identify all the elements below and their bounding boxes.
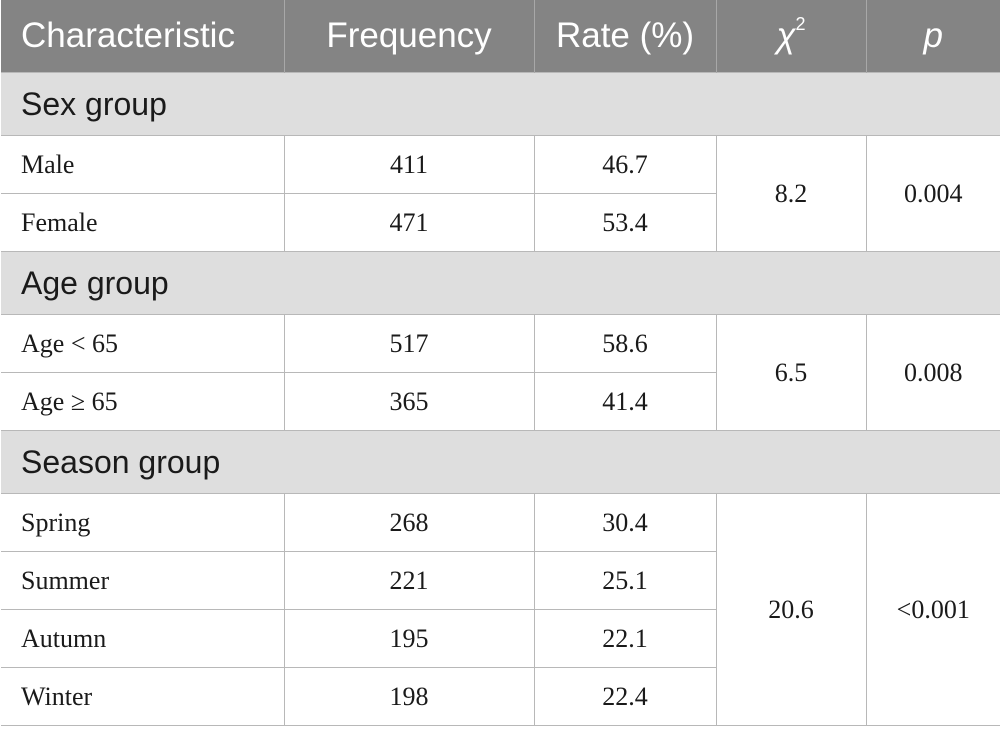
header-chi-square: χ2 — [715, 0, 866, 73]
header-rate: Rate (%) — [533, 0, 716, 73]
rate-cell: 25.1 — [533, 551, 717, 610]
frequency-cell: 365 — [283, 372, 535, 431]
frequency-cell: 195 — [283, 609, 535, 668]
group-title: Age group — [1, 251, 1000, 315]
rate-cell: 46.7 — [533, 135, 717, 194]
rate-cell: 58.6 — [533, 314, 717, 373]
row-label: Summer — [1, 551, 285, 610]
frequency-cell: 268 — [283, 493, 535, 552]
table-row: Summer 221 25.1 — [1, 551, 1000, 610]
frequency-cell: 517 — [283, 314, 535, 373]
table-row: Autumn 195 22.1 — [1, 609, 1000, 668]
group-row-season: Season group — [1, 430, 1000, 494]
chi-square-cell: 8.2 — [715, 135, 867, 252]
rate-cell: 22.4 — [533, 667, 717, 726]
group-title: Season group — [1, 430, 1000, 494]
p-value-cell: 0.008 — [865, 314, 1000, 431]
table-row: Spring 268 30.4 20.6 <0.001 — [1, 493, 1000, 726]
header-frequency: Frequency — [283, 0, 534, 73]
rate-cell: 53.4 — [533, 193, 717, 252]
p-value-cell: 0.004 — [865, 135, 1000, 252]
table-row: Age ≥ 65 365 41.4 — [1, 372, 1000, 431]
row-label: Autumn — [1, 609, 285, 668]
rate-cell: 22.1 — [533, 609, 717, 668]
group-row-age: Age group — [1, 251, 1000, 315]
p-value-cell: <0.001 — [865, 493, 1000, 726]
header-p: p — [865, 0, 1000, 73]
rate-cell: 41.4 — [533, 372, 717, 431]
frequency-cell: 411 — [283, 135, 535, 194]
row-label: Age ≥ 65 — [1, 372, 285, 431]
row-label: Winter — [1, 667, 285, 726]
rate-cell: 30.4 — [533, 493, 717, 552]
table-row: Age < 65 517 58.6 6.5 0.008 — [1, 314, 1000, 431]
characteristics-table: Characteristic Frequency Rate (%) χ2 p S… — [1, 0, 1000, 726]
chi-square-cell: 6.5 — [715, 314, 867, 431]
chi-symbol: χ — [776, 16, 796, 55]
header-characteristic: Characteristic — [1, 0, 284, 73]
header-row: Characteristic Frequency Rate (%) χ2 p — [1, 0, 1000, 73]
row-label: Age < 65 — [1, 314, 285, 373]
table-row: Female 471 53.4 — [1, 193, 1000, 252]
table-row: Male 411 46.7 8.2 0.004 — [1, 135, 1000, 252]
table-row: Winter 198 22.4 — [1, 667, 1000, 726]
frequency-cell: 221 — [283, 551, 535, 610]
chi-square-cell: 20.6 — [715, 493, 867, 726]
row-label: Female — [1, 193, 285, 252]
chi-superscript: 2 — [795, 14, 806, 35]
group-row-sex: Sex group — [1, 72, 1000, 136]
row-label: Male — [1, 135, 285, 194]
group-title: Sex group — [1, 72, 1000, 136]
row-label: Spring — [1, 493, 285, 552]
p-symbol: p — [923, 16, 943, 55]
frequency-cell: 471 — [283, 193, 535, 252]
frequency-cell: 198 — [283, 667, 535, 726]
